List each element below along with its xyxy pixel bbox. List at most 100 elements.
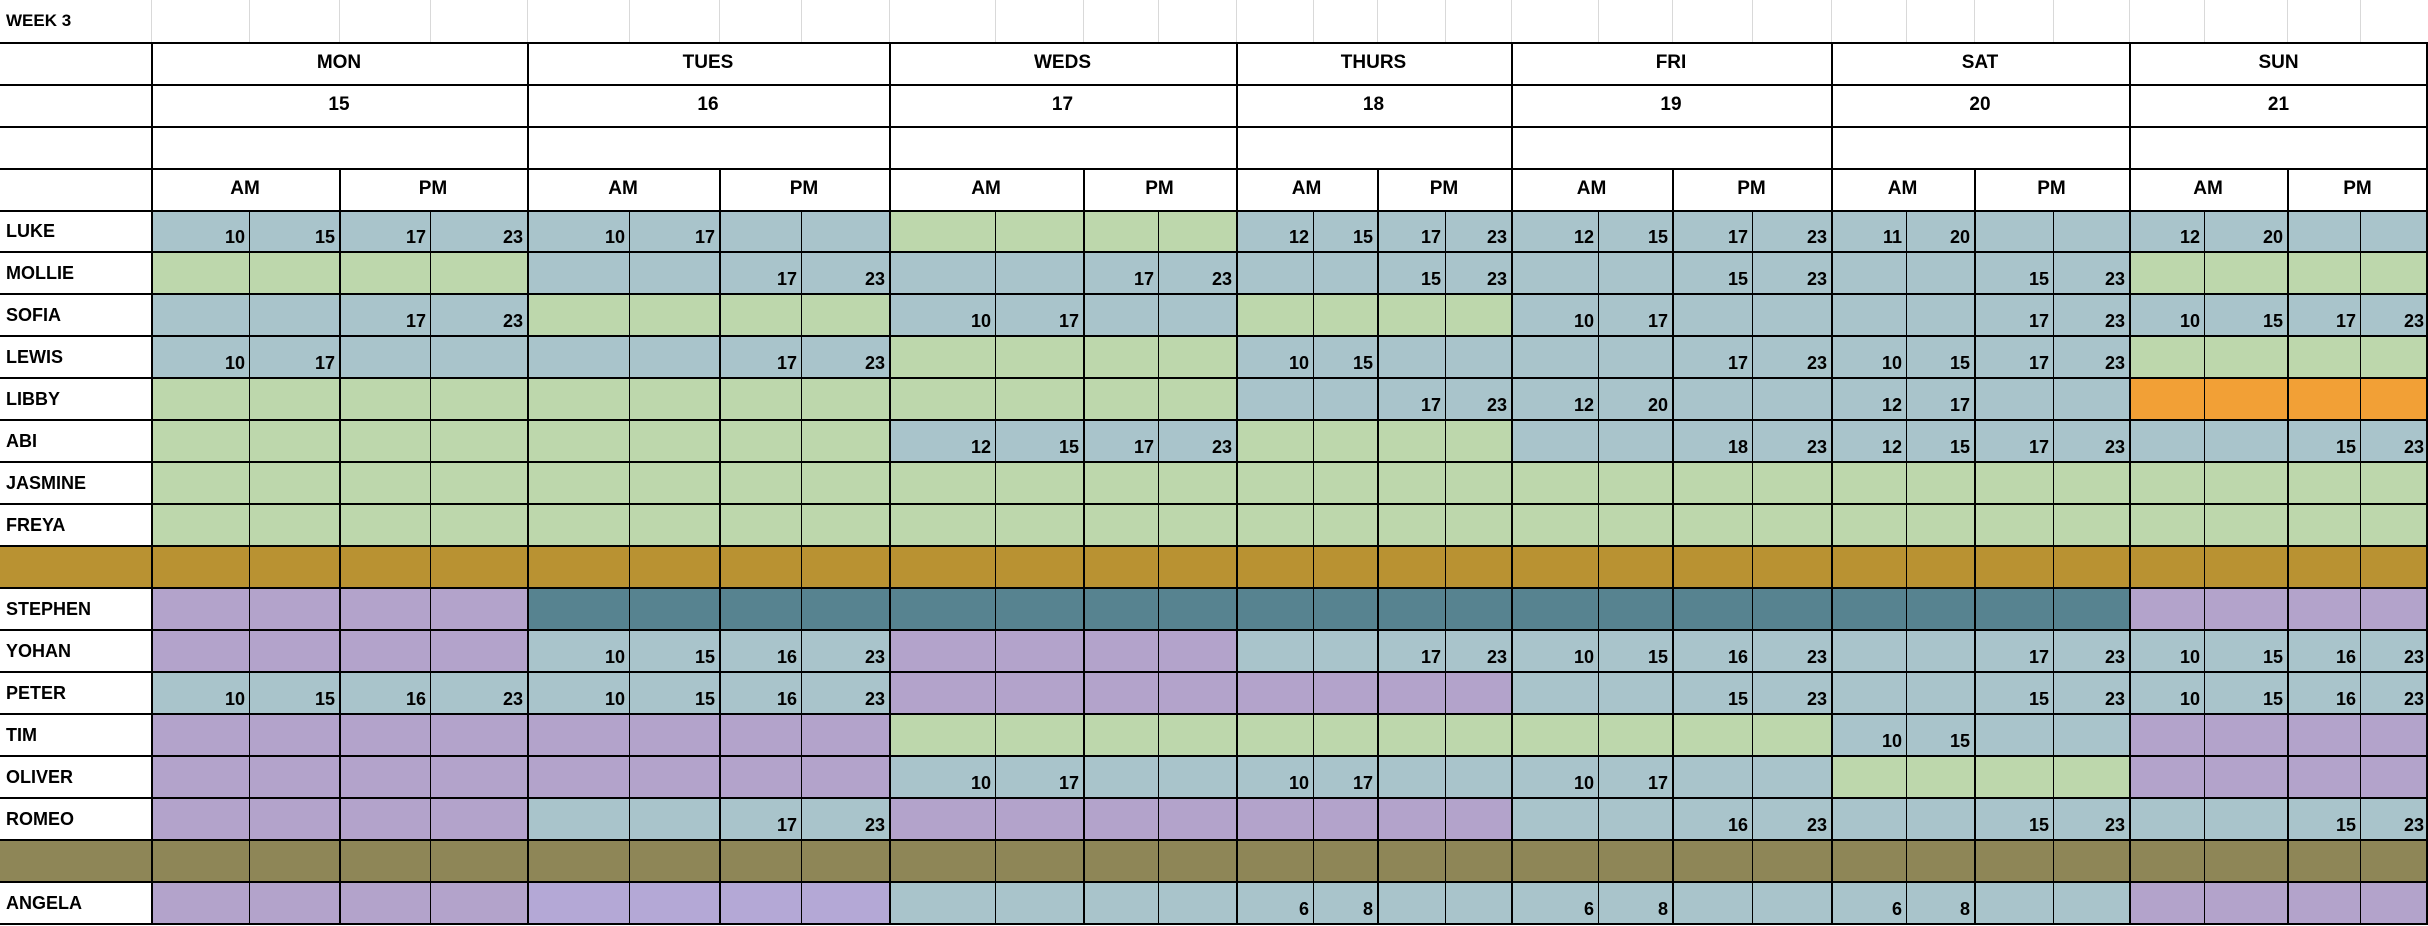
shift-cell[interactable]	[2360, 336, 2428, 378]
shift-cell[interactable]	[527, 420, 629, 462]
shift-cell[interactable]	[1377, 420, 1445, 462]
shift-cell[interactable]	[1236, 462, 1313, 504]
shift-cell[interactable]	[1158, 756, 1236, 798]
shift-cell[interactable]	[527, 252, 629, 294]
shift-cell[interactable]	[1831, 294, 1906, 336]
shift-cell[interactable]	[2129, 420, 2204, 462]
shift-cell[interactable]: 17	[1974, 294, 2053, 336]
shift-cell[interactable]	[1511, 462, 1598, 504]
shift-cell[interactable]	[2360, 588, 2428, 630]
shift-cell[interactable]	[801, 294, 889, 336]
shift-cell[interactable]	[1445, 714, 1511, 756]
shift-cell[interactable]	[1511, 714, 1598, 756]
date-header[interactable]: 20	[1969, 94, 1991, 115]
shift-cell[interactable]: 10	[1831, 714, 1906, 756]
shift-cell[interactable]: 11	[1831, 210, 1906, 252]
day-header[interactable]: WEDS	[1034, 52, 1091, 73]
shift-cell[interactable]: 23	[1752, 630, 1831, 672]
day-header[interactable]: FRI	[1655, 52, 1687, 73]
shift-cell[interactable]	[430, 420, 527, 462]
shift-cell[interactable]	[2360, 210, 2428, 252]
shift-cell[interactable]	[1083, 336, 1158, 378]
day-header[interactable]: TUES	[682, 52, 734, 73]
shift-cell[interactable]	[1906, 672, 1974, 714]
shift-cell[interactable]: 17	[1083, 252, 1158, 294]
blank-header-cell[interactable]	[1831, 126, 2129, 168]
shift-cell[interactable]	[995, 462, 1083, 504]
shift-cell[interactable]	[430, 462, 527, 504]
shift-cell[interactable]	[629, 294, 719, 336]
shift-cell[interactable]	[1511, 336, 1598, 378]
shift-cell[interactable]	[801, 210, 889, 252]
shift-cell[interactable]	[430, 504, 527, 546]
shift-cell[interactable]: 23	[430, 210, 527, 252]
shift-cell[interactable]: 15	[1672, 672, 1752, 714]
shift-cell[interactable]: 17	[1377, 630, 1445, 672]
shift-cell[interactable]	[339, 882, 430, 924]
sheet-title[interactable]: WEEK 3	[6, 11, 72, 30]
shift-cell[interactable]	[249, 294, 339, 336]
staff-name[interactable]: MOLLIE	[0, 252, 151, 294]
shift-cell[interactable]	[1672, 588, 1752, 630]
shift-cell[interactable]	[995, 336, 1083, 378]
shift-cell[interactable]	[527, 882, 629, 924]
shift-cell[interactable]	[1377, 294, 1445, 336]
shift-cell[interactable]	[1672, 462, 1752, 504]
shift-cell[interactable]	[1598, 588, 1672, 630]
shift-cell[interactable]: 17	[1974, 336, 2053, 378]
shift-cell[interactable]	[719, 504, 801, 546]
shift-cell[interactable]	[719, 294, 801, 336]
shift-cell[interactable]: 20	[1906, 210, 1974, 252]
shift-cell[interactable]: 17	[2287, 294, 2360, 336]
shift-cell[interactable]	[2287, 504, 2360, 546]
date-header[interactable]: 18	[1362, 94, 1385, 115]
shift-cell[interactable]	[1511, 588, 1598, 630]
shift-cell[interactable]	[1906, 462, 1974, 504]
shift-cell[interactable]	[1377, 672, 1445, 714]
shift-cell[interactable]: 16	[719, 630, 801, 672]
shift-cell[interactable]	[249, 420, 339, 462]
shift-cell[interactable]	[1511, 798, 1598, 840]
shift-cell[interactable]: 15	[1377, 252, 1445, 294]
shift-cell[interactable]	[1377, 714, 1445, 756]
shift-cell[interactable]	[151, 252, 249, 294]
shift-cell[interactable]	[629, 882, 719, 924]
shift-cell[interactable]: 17	[719, 336, 801, 378]
shift-cell[interactable]	[151, 504, 249, 546]
shift-cell[interactable]	[1236, 504, 1313, 546]
shift-cell[interactable]	[2053, 714, 2129, 756]
shift-cell[interactable]	[1752, 588, 1831, 630]
shift-cell[interactable]	[1236, 630, 1313, 672]
shift-cell[interactable]	[1974, 756, 2053, 798]
shift-cell[interactable]	[430, 378, 527, 420]
shift-cell[interactable]	[2053, 504, 2129, 546]
shift-cell[interactable]	[801, 756, 889, 798]
shift-cell[interactable]	[889, 798, 995, 840]
shift-cell[interactable]	[1974, 714, 2053, 756]
shift-cell[interactable]: 15	[249, 210, 339, 252]
shift-cell[interactable]	[2360, 756, 2428, 798]
shift-cell[interactable]	[1083, 798, 1158, 840]
shift-cell[interactable]	[1083, 462, 1158, 504]
shift-cell[interactable]: 10	[1236, 756, 1313, 798]
shift-cell[interactable]: 17	[1313, 756, 1377, 798]
shift-cell[interactable]: 23	[1752, 336, 1831, 378]
shift-cell[interactable]: 23	[801, 252, 889, 294]
shift-cell[interactable]	[801, 504, 889, 546]
shift-cell[interactable]	[2360, 714, 2428, 756]
shift-cell[interactable]: 23	[1158, 252, 1236, 294]
shift-cell[interactable]	[629, 714, 719, 756]
shift-cell[interactable]	[1158, 210, 1236, 252]
staff-name[interactable]: TIM	[0, 714, 151, 756]
shift-cell[interactable]	[2129, 756, 2204, 798]
shift-cell[interactable]	[1445, 882, 1511, 924]
blank-header-cell[interactable]	[2129, 126, 2428, 168]
shift-cell[interactable]: 17	[1598, 756, 1672, 798]
shift-cell[interactable]: 20	[1598, 378, 1672, 420]
shift-cell[interactable]	[1313, 798, 1377, 840]
shift-cell[interactable]	[1236, 714, 1313, 756]
shift-cell[interactable]	[1313, 630, 1377, 672]
shift-cell[interactable]	[1752, 294, 1831, 336]
shift-cell[interactable]	[339, 714, 430, 756]
shift-cell[interactable]	[995, 882, 1083, 924]
